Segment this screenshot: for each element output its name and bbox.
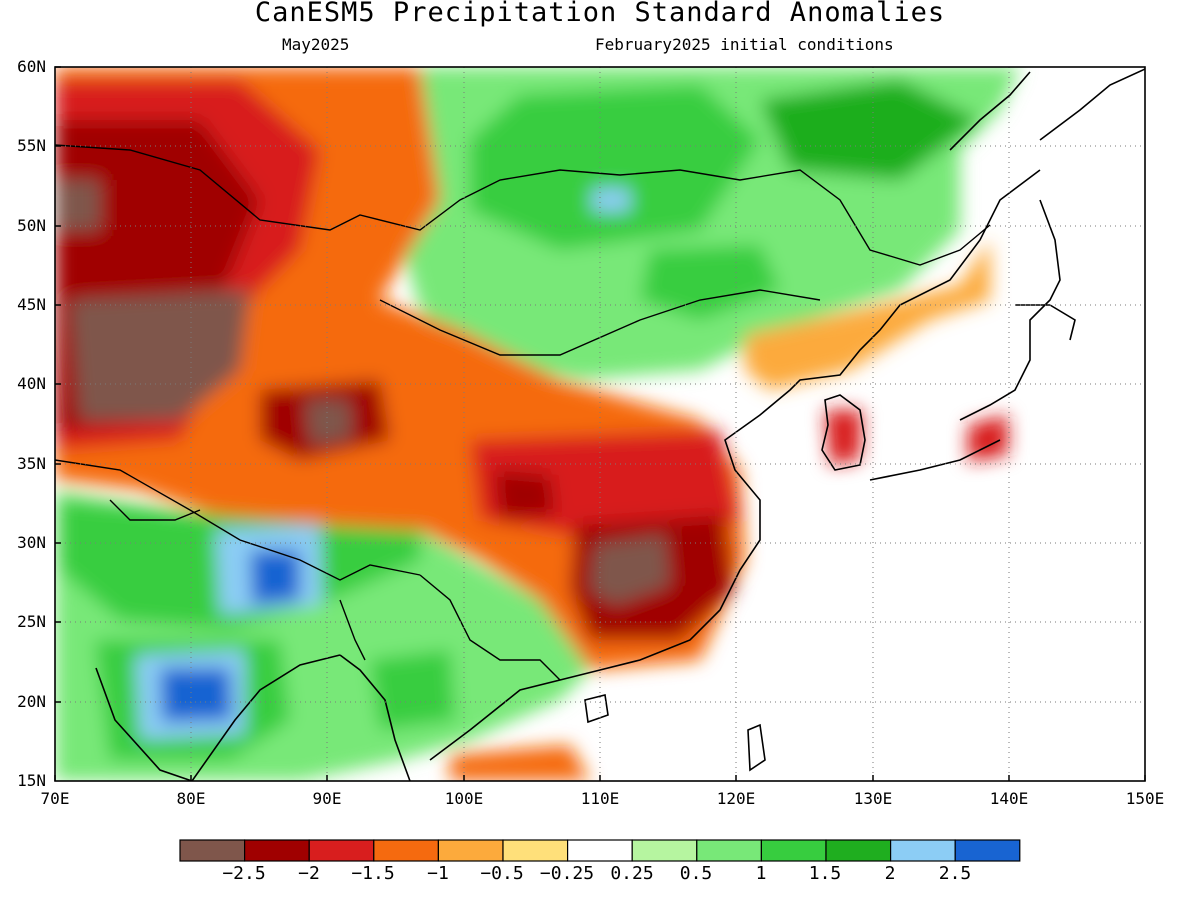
lat-label-30n: 30N <box>17 533 46 552</box>
lat-label-35n: 35N <box>17 454 46 473</box>
graticule <box>55 67 1145 781</box>
colorbar-label: −1 <box>427 863 449 884</box>
coastlines <box>95 68 1145 781</box>
colorbar-swatch <box>954 839 1021 862</box>
lat-label-20n: 20N <box>17 692 46 711</box>
lon-label-70e: 70E <box>40 789 70 808</box>
himalaya-wet-core <box>250 550 300 605</box>
colorbar-swatch <box>437 839 504 862</box>
lat-label-40n: 40N <box>17 374 46 393</box>
colorbar-label: 2.5 <box>938 863 972 884</box>
amur-wet-core <box>760 80 980 180</box>
lat-label-25n: 25N <box>17 612 46 631</box>
colorbar-label: −0.25 <box>539 863 595 884</box>
lon-label-100e: 100E <box>444 789 484 808</box>
mongolia-wet-core <box>640 245 780 320</box>
north-china-dry <box>745 240 990 390</box>
colorbar-label: 0.25 <box>610 863 654 884</box>
page-title: CanESM5 Precipitation Standard Anomalies <box>254 0 946 28</box>
lat-label-55n: 55N <box>17 136 46 155</box>
anomaly-field <box>55 67 1020 781</box>
colorbar-label: 1.5 <box>808 863 842 884</box>
colorbar-swatch <box>179 839 246 862</box>
lat-label-15n: 15N <box>17 771 46 790</box>
map-frame <box>54 66 1146 782</box>
colorbar-swatch <box>631 839 698 862</box>
south-china-sea-dry <box>450 745 590 781</box>
init-conditions-label: February2025 initial conditions <box>595 35 894 54</box>
lat-label-60n: 60N <box>17 57 46 76</box>
baikal-very-wet <box>592 188 630 212</box>
colorbar-swatch <box>308 839 375 862</box>
myanmar-wet <box>370 650 455 730</box>
colorbar-swatch <box>825 839 892 862</box>
korea-dry <box>825 410 862 465</box>
colorbar-swatch <box>244 839 310 862</box>
sichuan-dry-core <box>495 470 555 520</box>
lon-label-80e: 80E <box>176 789 206 808</box>
lon-label-110e: 110E <box>580 789 620 808</box>
colorbar-label: −2.5 <box>222 863 266 884</box>
lon-label-150e: 150E <box>1125 789 1165 808</box>
lon-label-140e: 140E <box>989 789 1029 808</box>
colorbar-swatch <box>889 839 956 862</box>
valid-month-label: May2025 <box>282 35 350 54</box>
colorbar-label: 1 <box>755 863 767 884</box>
colorbar-swatch <box>373 839 439 862</box>
colorbar-label: 0.5 <box>679 863 713 884</box>
colorbar-label: 2 <box>884 863 896 884</box>
qaidam-dry-core <box>305 400 352 445</box>
lat-label-50n: 50N <box>17 216 46 235</box>
baikal-wet-core <box>470 85 760 250</box>
colorbar-swatch <box>760 839 827 862</box>
lat-label-45n: 45N <box>17 295 46 314</box>
lon-label-90e: 90E <box>312 789 342 808</box>
colorbar-swatch <box>566 839 633 862</box>
colorbar-label: −2 <box>298 863 320 884</box>
tarim-dry-core <box>70 290 250 420</box>
lon-label-130e: 130E <box>853 789 893 808</box>
colorbar-label: −0.5 <box>480 863 524 884</box>
southeast-china-dry-core <box>590 535 670 605</box>
lon-label-120e: 120E <box>716 789 756 808</box>
india-wet-core <box>160 668 232 722</box>
colorbar-swatch <box>696 839 762 862</box>
colorbar <box>179 839 1021 862</box>
tarim-dry-core-north <box>55 180 100 230</box>
colorbar-label: −1.5 <box>351 863 395 884</box>
colorbar-swatch <box>502 839 569 862</box>
